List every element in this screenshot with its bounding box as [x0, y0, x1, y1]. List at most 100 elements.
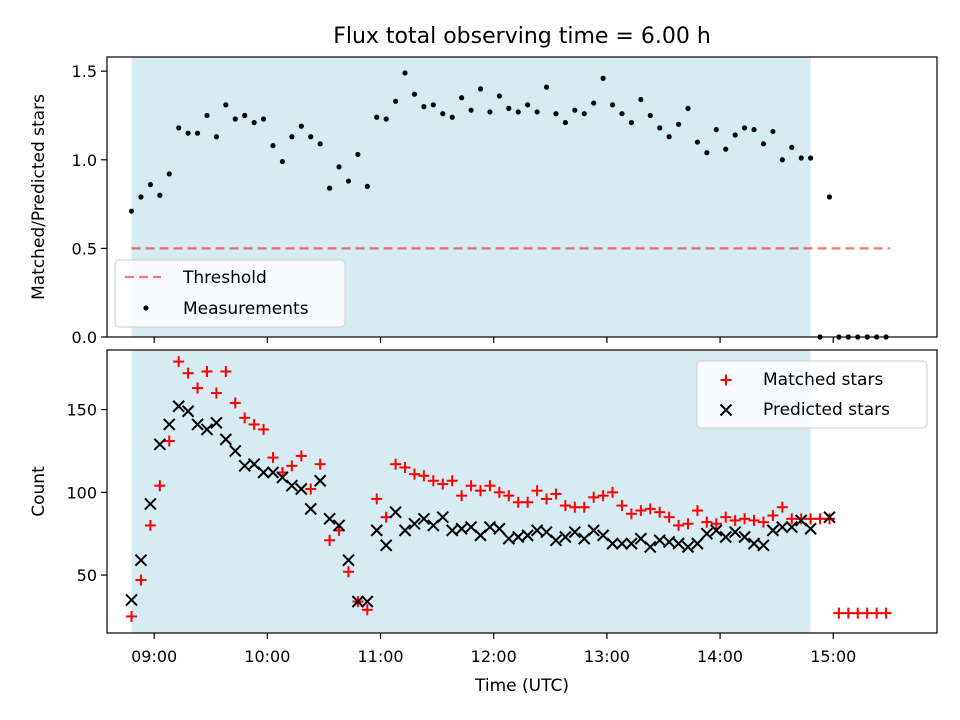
x-tick-label: 12:00	[471, 647, 517, 666]
predicted-star-point	[285, 479, 299, 492]
predicted-star-point	[342, 553, 355, 567]
predicted-star-point	[776, 520, 789, 534]
predicted-star-point	[389, 505, 402, 519]
matched-legend-swatch	[720, 374, 732, 386]
matched-star-point	[220, 366, 232, 378]
y-tick-label: 0.5	[72, 239, 97, 258]
matched-star-point	[446, 475, 458, 487]
matched-star-point	[776, 501, 788, 513]
predicted-star-point	[172, 400, 185, 413]
measurement-point	[204, 112, 210, 119]
measurement-point	[704, 150, 710, 156]
predicted-star-point	[144, 497, 157, 511]
measurement-point	[393, 98, 399, 104]
predicted-star-point	[483, 520, 497, 534]
predicted-star-point	[747, 537, 761, 550]
measurement-point	[808, 155, 814, 161]
matched-star-point	[559, 500, 571, 512]
matched-star-point	[210, 387, 222, 399]
predicted-star-point	[257, 466, 270, 479]
predicted-star-point	[408, 517, 421, 530]
measurement-point	[477, 86, 484, 92]
predicted-star-point	[823, 510, 836, 524]
matched-star-point	[295, 450, 307, 462]
matched-star-point	[154, 480, 166, 492]
predicted-star-point	[606, 537, 619, 550]
measurement-point	[336, 164, 342, 170]
matched-star-point	[786, 513, 798, 525]
ratio-x-ticks	[153, 337, 834, 343]
matched-star-point	[701, 516, 713, 528]
x-axis-label: Time (UTC)	[474, 676, 569, 696]
measurement-point	[713, 127, 719, 133]
measurement-point	[553, 111, 559, 117]
predicted-star-point	[766, 524, 780, 537]
ratio-legend: Threshold Measurements	[114, 259, 346, 328]
count-panel: 50 100 150 09:00 10:00 11:00 12:00 13:00 14:00 1…	[29, 349, 938, 696]
matched-star-point	[408, 468, 420, 480]
predicted-legend-label: Predicted stars	[763, 400, 890, 420]
predicted-star-point	[313, 474, 327, 487]
measurement-point	[543, 84, 550, 90]
predicted-star-point	[398, 524, 412, 537]
measurement-point	[760, 141, 767, 147]
measurement-point	[675, 121, 682, 127]
matched-star-point	[418, 470, 430, 482]
matched-star-point	[361, 604, 373, 616]
matched-star-point	[503, 490, 515, 502]
predicted-star-point	[266, 466, 280, 479]
predicted-star-point	[493, 522, 506, 535]
measurement-point	[826, 194, 833, 200]
time-x-axis: 09:00 10:00 11:00 12:00 13:00 14:00 15:00	[131, 633, 856, 666]
measurement-point	[789, 144, 795, 150]
predicted-star-point	[295, 482, 308, 496]
matched-star-point	[493, 486, 505, 498]
y-tick-label: 1.0	[72, 151, 97, 170]
measurement-point	[525, 102, 531, 108]
matched-star-point	[673, 519, 685, 531]
matched-star-point	[484, 480, 496, 492]
predicted-star-point	[332, 519, 346, 532]
matched-star-point	[456, 490, 468, 502]
matched-star-point	[390, 458, 402, 470]
predicted-star-point	[644, 540, 657, 554]
predicted-legend-swatch	[719, 403, 733, 417]
measurement-point	[506, 105, 512, 111]
measurement-point	[374, 114, 380, 120]
predicted-star-point	[587, 524, 600, 537]
measurement-point	[468, 107, 474, 113]
matched-star-point	[682, 518, 694, 530]
measurement-point	[166, 171, 172, 177]
matched-star-point	[710, 518, 722, 530]
matched-star-point	[144, 519, 156, 531]
y-tick-label: 100	[66, 483, 97, 502]
predicted-star-point	[502, 532, 516, 545]
measurement-point	[685, 105, 691, 111]
predicted-star-point	[710, 524, 723, 537]
matched-star-point	[163, 435, 175, 447]
matched-star-point	[475, 485, 486, 497]
matched-star-point	[597, 490, 609, 502]
matched-star-point	[437, 478, 449, 490]
measurement-point	[308, 134, 314, 140]
measurement-point	[487, 109, 493, 115]
measurement-point	[364, 183, 370, 189]
measurement-point	[138, 194, 144, 200]
matched-star-point	[852, 607, 864, 619]
matched-star-point	[531, 485, 543, 497]
measurement-point	[572, 107, 578, 113]
measurement-point	[638, 96, 644, 103]
matched-star-point	[833, 607, 845, 619]
matched-star-point	[767, 509, 779, 521]
measurement-point	[411, 91, 418, 97]
measurement-point	[326, 185, 333, 191]
predicted-star-point	[530, 524, 544, 537]
matched-legend-marker	[720, 374, 732, 386]
predicted-star-point	[191, 418, 204, 431]
measurement-point	[223, 102, 229, 108]
measurement-point	[534, 109, 540, 115]
predicted-legend-marker	[719, 403, 733, 417]
matched-star-point	[795, 513, 807, 525]
predicted-star-point	[181, 405, 195, 418]
measurements-legend-label: Measurements	[183, 299, 309, 319]
